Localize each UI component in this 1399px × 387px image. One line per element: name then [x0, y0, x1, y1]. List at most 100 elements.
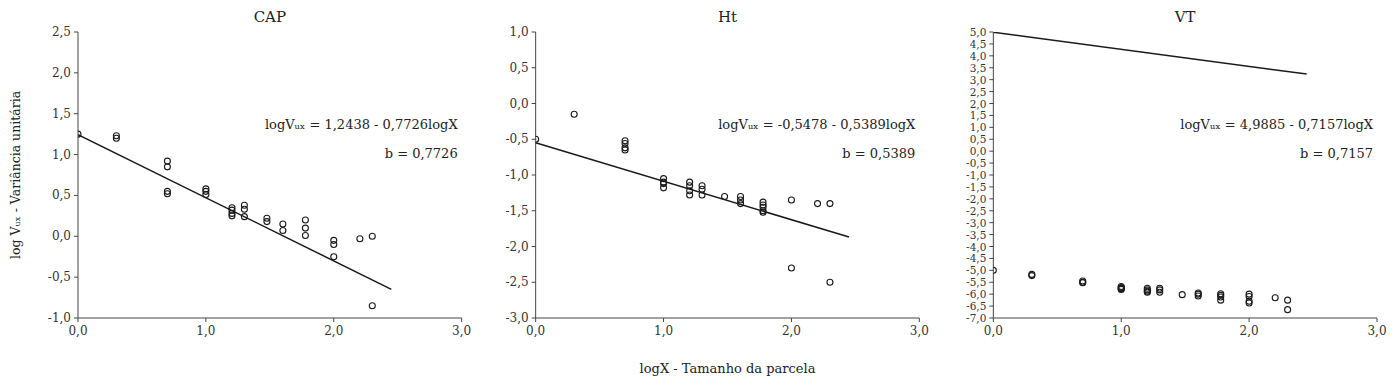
y-tick-label: 4,0 [970, 50, 987, 62]
scatter-point [815, 201, 821, 207]
y-tick-label: -6,5 [966, 300, 986, 312]
scatter-point [622, 147, 628, 153]
panel: 0,01,02,03,0-7,0-6,5-6,0-5,5-5,0-4,5-4,0… [966, 8, 1386, 338]
equation: logVᵤₓ = -0,5478 - 0,5389logX [718, 117, 916, 132]
scatter-point [302, 232, 308, 238]
scatter-point [1157, 289, 1163, 295]
regression-line [78, 135, 391, 290]
y-tick [74, 236, 78, 237]
scatter-point [1144, 289, 1150, 295]
scatter-point [1118, 284, 1124, 290]
scatter-point [1246, 300, 1252, 306]
y-axis-line [78, 32, 79, 318]
y-tick-label: -4,0 [966, 241, 986, 253]
y-tick-label: 4,5 [970, 38, 987, 50]
scatter-point [760, 199, 766, 205]
y-tick-label: 1,0 [970, 121, 987, 133]
scatter-point [827, 279, 833, 285]
y-tick-label: 2,5 [52, 25, 71, 39]
y-tick-label: 0,0 [970, 145, 987, 157]
x-tick [461, 318, 462, 322]
x-tick-label: 3,0 [1367, 324, 1386, 338]
scatter-point [113, 135, 119, 141]
scatter-point [1246, 291, 1252, 297]
scatter-point [571, 111, 577, 117]
y-tick-label: 0,5 [510, 61, 529, 75]
x-tick-label: 2,0 [782, 324, 801, 338]
y-tick [989, 32, 993, 33]
y-tick-label: 0,0 [52, 229, 71, 243]
y-tick [989, 282, 993, 283]
y-tick-label: -3,5 [966, 229, 986, 241]
panel: 0,01,02,03,0-1,0-0,50,00,51,01,52,02,5CA… [8, 8, 472, 338]
y-tick-label: -1,0 [48, 311, 71, 325]
y-tick-label: 0,5 [970, 133, 987, 145]
y-tick [989, 294, 993, 295]
plot-area [78, 131, 391, 309]
scatter-point [331, 254, 337, 260]
x-tick [1377, 318, 1378, 322]
y-tick-label: 2,0 [970, 98, 987, 110]
equation: logVᵤₓ = 4,9885 - 0,7157logX [1180, 117, 1373, 132]
x-tick [919, 318, 920, 322]
y-tick [989, 175, 993, 176]
panel-title: Ht [718, 8, 737, 26]
scatter-point [229, 213, 235, 219]
y-tick-label: -6,0 [966, 288, 986, 300]
equation: b = 0,7726 [385, 146, 458, 161]
y-tick [532, 32, 536, 33]
y-tick [74, 277, 78, 278]
y-tick [989, 115, 993, 116]
y-tick-label: -3,0 [966, 217, 986, 229]
y-tick [74, 154, 78, 155]
y-tick [532, 67, 536, 68]
scatter-point [827, 201, 833, 207]
panel-title: CAP [254, 8, 286, 26]
scatter-point [164, 191, 170, 197]
x-tick [663, 318, 664, 322]
x-tick-label: 0,0 [526, 324, 545, 338]
y-tick-label: 1,0 [510, 25, 529, 39]
y-tick [989, 318, 993, 319]
y-tick [989, 198, 993, 199]
scatter-point [1218, 297, 1224, 303]
y-axis-label: log Vᵤₓ - Variância unitária [8, 90, 23, 259]
x-tick [1121, 318, 1122, 322]
x-tick-label: 0,0 [984, 324, 1003, 338]
figure: 0,01,02,03,0-1,0-0,50,00,51,01,52,02,5CA… [0, 0, 1399, 387]
y-tick [989, 210, 993, 211]
x-tick [791, 318, 792, 322]
scatter-point [369, 233, 375, 239]
y-tick-label: -2,5 [506, 275, 529, 289]
equation: b = 0,7157 [1300, 146, 1373, 161]
y-tick-label: 0,5 [52, 188, 71, 202]
x-tick [205, 318, 206, 322]
x-tick-label: 3,0 [910, 324, 929, 338]
scatter-point [280, 221, 286, 227]
scatter-point [241, 206, 247, 212]
scatter-point [302, 217, 308, 223]
y-tick-label: 1,5 [52, 107, 71, 121]
y-tick-label: -3,0 [506, 311, 529, 325]
y-tick [74, 318, 78, 319]
scatter-point [302, 225, 308, 231]
scatter-point [1272, 295, 1278, 301]
x-axis-line [78, 318, 462, 319]
scatter-point [1144, 288, 1150, 294]
y-tick-label: -7,0 [966, 312, 986, 324]
y-tick [989, 139, 993, 140]
y-tick [989, 222, 993, 223]
plot-area [536, 111, 849, 285]
scatter-point [1080, 278, 1086, 284]
x-axis-line [536, 318, 920, 319]
x-tick [78, 318, 79, 322]
y-tick [989, 246, 993, 247]
y-tick [532, 175, 536, 176]
scatter-point [331, 241, 337, 247]
scatter-point [264, 219, 270, 225]
y-tick-label: -0,5 [966, 157, 986, 169]
y-tick-label: 3,5 [970, 62, 987, 74]
y-tick [989, 127, 993, 128]
y-tick [989, 91, 993, 92]
x-tick-label: 1,0 [1112, 324, 1131, 338]
